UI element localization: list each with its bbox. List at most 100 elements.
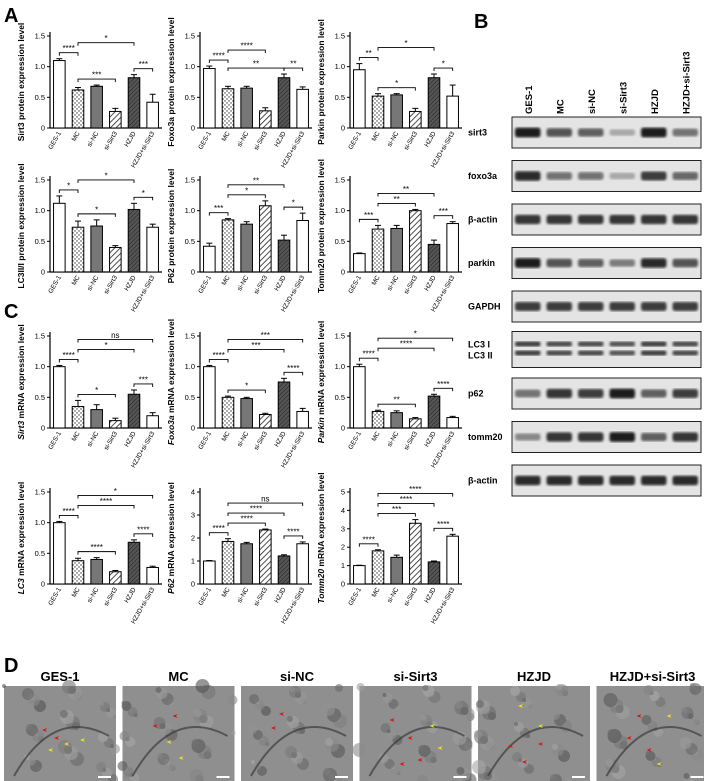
bar bbox=[259, 205, 272, 273]
y-tick-label: 2 bbox=[191, 534, 195, 543]
chart-sirt3-mrna: Sirt3 mRNA expression level 0 0.5 1.0 1.5 GES… bbox=[16, 324, 162, 469]
significance-bracket bbox=[377, 493, 454, 497]
blot-band bbox=[515, 350, 541, 356]
y-axis-label: P62 protein expression level bbox=[166, 169, 176, 284]
bar bbox=[353, 253, 366, 273]
red-arrow bbox=[42, 728, 47, 732]
y-tick-label: 0.5 bbox=[185, 93, 195, 102]
significance-label: ** bbox=[394, 396, 400, 405]
organelle bbox=[556, 684, 562, 690]
bar bbox=[203, 560, 216, 585]
organelle bbox=[456, 767, 465, 775]
blot-band bbox=[546, 350, 572, 356]
significance-label: * bbox=[442, 60, 445, 69]
organelle bbox=[62, 680, 76, 694]
blot-band bbox=[515, 302, 541, 311]
bar bbox=[259, 414, 272, 429]
significance-bracket bbox=[77, 393, 116, 398]
x-tick-label: MC bbox=[221, 430, 232, 443]
y-tick-label: 0.5 bbox=[35, 549, 45, 558]
blot-band bbox=[641, 302, 667, 311]
blot-band bbox=[609, 350, 635, 356]
y-tick-label: 4 bbox=[341, 506, 345, 515]
significance-label: * bbox=[292, 199, 295, 208]
bar bbox=[90, 225, 103, 273]
y-tick-label: 5 bbox=[341, 488, 345, 497]
blot-row-label: β-actin bbox=[468, 476, 498, 486]
organelle bbox=[325, 738, 333, 746]
y-tick-label: 0 bbox=[41, 580, 45, 589]
significance-label: *** bbox=[139, 375, 148, 384]
x-tick-label: si-NC bbox=[386, 130, 400, 148]
x-tick-label: MC bbox=[221, 130, 232, 143]
organelle bbox=[335, 684, 343, 692]
blot-band bbox=[578, 172, 604, 180]
y-axis-label: Tomm20 protein expression level bbox=[316, 159, 326, 293]
y-tick-label: 0 bbox=[191, 580, 195, 589]
bar bbox=[71, 560, 85, 585]
y-tick-label: 0 bbox=[41, 268, 45, 277]
x-tick-label: GES-1 bbox=[347, 130, 363, 151]
organelle bbox=[420, 715, 427, 721]
membrane bbox=[605, 726, 702, 777]
blot-band bbox=[609, 214, 635, 225]
significance-label: * bbox=[104, 34, 107, 43]
bar bbox=[277, 77, 291, 129]
blot-band bbox=[609, 475, 635, 486]
blot-row-p62: p62 bbox=[468, 377, 702, 410]
red-arrow bbox=[172, 714, 178, 718]
bar bbox=[146, 101, 159, 129]
micrograph bbox=[478, 686, 590, 781]
bar bbox=[240, 223, 253, 273]
x-tick-label: si-Sirt3 bbox=[253, 130, 269, 151]
y-tick-label: 1.5 bbox=[335, 32, 345, 41]
blot-band bbox=[672, 172, 698, 180]
red-arrow bbox=[417, 758, 423, 762]
electron-micrographs: GES-1 MC si-NC si-Sirt3 HZJD HZJD+si-Sirt3 bbox=[2, 669, 704, 781]
blot-band bbox=[672, 258, 698, 268]
organelle bbox=[454, 701, 463, 709]
x-tick-label: GES-1 bbox=[197, 130, 213, 151]
blot-band bbox=[672, 350, 698, 356]
blot-band bbox=[641, 214, 667, 225]
significance-label: **** bbox=[137, 525, 149, 534]
organelle bbox=[378, 753, 389, 763]
y-tick-label: 0.5 bbox=[185, 237, 195, 246]
red-arrow bbox=[389, 718, 395, 722]
significance-bracket bbox=[208, 358, 229, 363]
significance-label: * bbox=[104, 341, 107, 350]
x-tick-label: si-NC bbox=[86, 274, 100, 292]
significance-label: **** bbox=[400, 340, 412, 349]
significance-label: *** bbox=[261, 331, 270, 340]
significance-bracket bbox=[358, 57, 379, 61]
significance-bracket bbox=[77, 494, 154, 499]
y-tick-label: 1.5 bbox=[35, 32, 45, 41]
blot-band bbox=[672, 475, 698, 486]
y-tick-label: 1 bbox=[191, 557, 195, 566]
bar bbox=[203, 245, 216, 273]
y-tick-label: 1.0 bbox=[335, 362, 345, 371]
significance-bracket bbox=[133, 68, 154, 72]
significance-label: ** bbox=[403, 185, 409, 194]
chart-lc3-mrna: LC3 mRNA expression level 0 0.5 1.0 1.5 GES-1… bbox=[16, 482, 162, 625]
significance-label: **** bbox=[62, 507, 74, 516]
significance-label: * bbox=[414, 330, 417, 339]
significance-bracket bbox=[358, 543, 379, 547]
significance-bracket bbox=[377, 192, 435, 197]
x-tick-label: si-NC bbox=[86, 586, 100, 604]
em-panel-title: MC bbox=[168, 669, 189, 684]
y-axis-label: Foxo3a mRNA expression level bbox=[166, 319, 176, 445]
scale-bar bbox=[216, 776, 230, 778]
x-tick-label: MC bbox=[371, 274, 382, 287]
significance-label: **** bbox=[212, 524, 224, 533]
chart-p62-protein: P62 protein expression level 0 0.5 1.0 1.5 GE… bbox=[166, 169, 312, 313]
blot-row-foxo3a: foxo3a bbox=[468, 160, 702, 192]
organelle bbox=[645, 751, 650, 755]
significance-label: **** bbox=[287, 364, 299, 373]
panel-letter-b: B bbox=[474, 11, 488, 33]
western-blot-panel: GES-1 MC si-NC si-Sirt3 HZJD HZJD+si-Sirt3 sir… bbox=[468, 51, 702, 497]
bar bbox=[277, 555, 291, 585]
y-axis-label-text: mRNA expression level bbox=[166, 319, 176, 416]
significance-label: * bbox=[245, 382, 248, 391]
significance-label: *** bbox=[364, 211, 373, 220]
